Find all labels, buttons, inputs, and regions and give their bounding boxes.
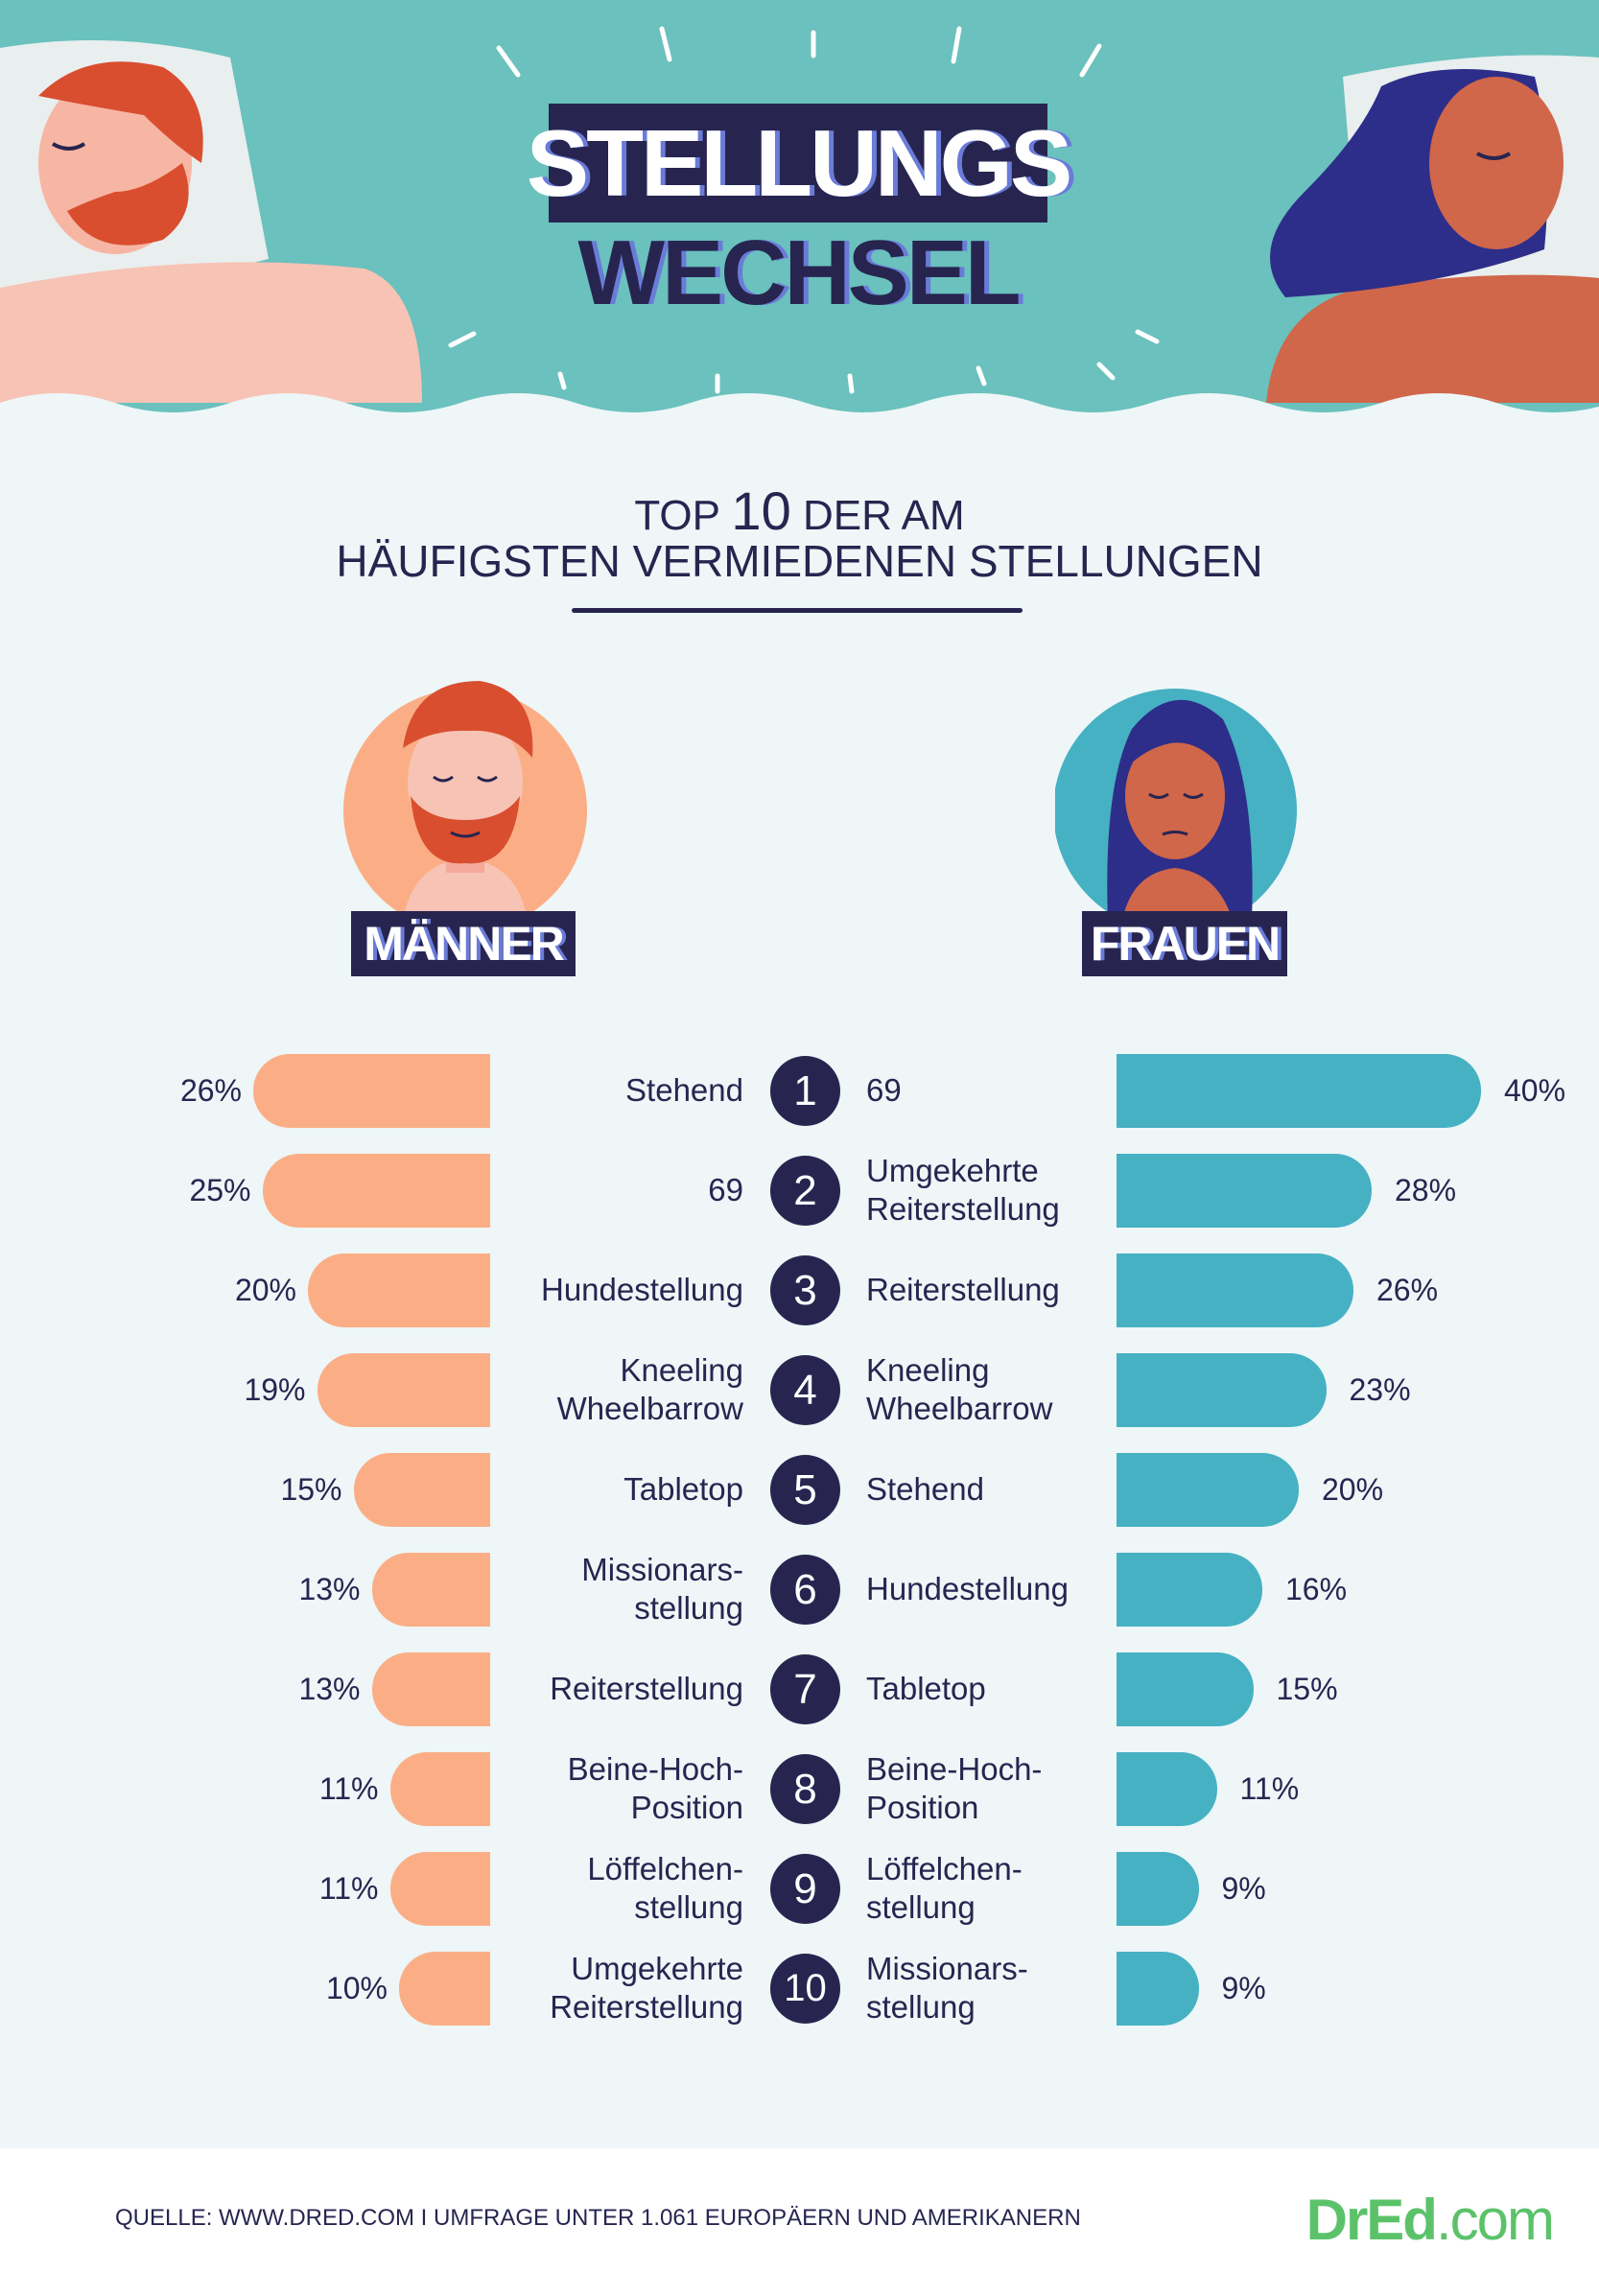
rank-badge: 2 bbox=[770, 1156, 840, 1226]
women-position-label: 69 bbox=[866, 1072, 902, 1108]
men-bar bbox=[317, 1353, 490, 1427]
title-line-2: WECHSEL bbox=[577, 222, 1022, 324]
women-bar bbox=[1117, 1652, 1254, 1726]
women-bar bbox=[1117, 1553, 1262, 1627]
men-bar bbox=[353, 1453, 490, 1527]
rank-badge: 1 bbox=[770, 1056, 840, 1126]
men-value-label: 19% bbox=[244, 1372, 306, 1407]
women-value-label: 11% bbox=[1239, 1771, 1300, 1806]
men-position-label: 69 bbox=[708, 1172, 743, 1207]
women-label: FRAUEN bbox=[1082, 911, 1287, 976]
men-value-label: 13% bbox=[298, 1672, 361, 1706]
women-position-label: Umgekehrte Reiterstellung bbox=[866, 1153, 1060, 1227]
logo-ext: .com bbox=[1435, 2188, 1555, 2252]
women-bar bbox=[1117, 1852, 1199, 1926]
men-value-label: 13% bbox=[298, 1572, 361, 1606]
rank-badge: 6 bbox=[770, 1555, 840, 1625]
subtitle-number: 10 bbox=[731, 480, 791, 541]
men-position-label: Kneeling Wheelbarrow bbox=[556, 1352, 743, 1426]
rank-badge: 7 bbox=[770, 1654, 840, 1724]
footer bbox=[0, 2148, 1599, 2296]
subtitle-pre: TOP bbox=[634, 492, 720, 539]
women-position-label: Tabletop bbox=[866, 1671, 986, 1706]
logo-main: DrEd bbox=[1305, 2188, 1438, 2252]
women-bar bbox=[1117, 1453, 1299, 1527]
women-bar bbox=[1117, 1752, 1217, 1826]
women-value-label: 9% bbox=[1221, 1871, 1266, 1906]
men-bar bbox=[371, 1553, 490, 1627]
rank-badge: 8 bbox=[770, 1754, 840, 1824]
men-bar bbox=[371, 1652, 490, 1726]
dred-logo: DrEd.com bbox=[1305, 2187, 1555, 2253]
men-value-label: 20% bbox=[234, 1273, 296, 1307]
men-label: MÄNNER bbox=[351, 911, 576, 976]
men-position-label: Tabletop bbox=[623, 1471, 743, 1507]
subtitle-underline bbox=[572, 608, 1023, 613]
women-value-label: 9% bbox=[1221, 1971, 1266, 2005]
men-value-label: 10% bbox=[325, 1971, 388, 2005]
hero-illustration: STELLUNGS WECHSEL bbox=[0, 0, 1599, 422]
rank-badge: 3 bbox=[770, 1255, 840, 1325]
women-position-label: Löffelchen-stellung bbox=[866, 1851, 1023, 1925]
subtitle-post: DER AM bbox=[802, 492, 965, 539]
women-bar bbox=[1117, 1253, 1353, 1327]
rank-badge: 10 bbox=[770, 1954, 840, 2024]
men-bar bbox=[262, 1154, 490, 1228]
women-position-label: Beine-Hoch- Position bbox=[866, 1751, 1043, 1825]
men-position-label: Hundestellung bbox=[541, 1272, 743, 1307]
women-value-label: 23% bbox=[1349, 1372, 1411, 1407]
men-position-label: Reiterstellung bbox=[550, 1671, 743, 1706]
men-value-label: 15% bbox=[280, 1472, 342, 1507]
women-value-label: 16% bbox=[1285, 1572, 1348, 1606]
women-position-label: Missionars-stellung bbox=[866, 1951, 1028, 2025]
men-bar bbox=[253, 1054, 490, 1128]
men-position-label: Beine-Hoch- Position bbox=[567, 1751, 743, 1825]
women-bar bbox=[1117, 1054, 1481, 1128]
women-position-label: Stehend bbox=[866, 1471, 984, 1507]
men-value-label: 11% bbox=[318, 1771, 379, 1806]
woman-avatar-icon bbox=[1055, 689, 1297, 921]
title-line-1: STELLUNGS bbox=[526, 110, 1072, 216]
men-value-label: 25% bbox=[189, 1173, 251, 1207]
women-bar bbox=[1117, 1952, 1199, 2026]
women-value-label: 20% bbox=[1322, 1472, 1384, 1507]
men-position-label: Löffelchen-stellung bbox=[587, 1851, 743, 1925]
women-value-label: 15% bbox=[1276, 1672, 1338, 1706]
men-bar bbox=[308, 1253, 490, 1327]
men-bar bbox=[399, 1952, 490, 2026]
men-bar bbox=[389, 1852, 490, 1926]
title-box: STELLUNGS bbox=[527, 104, 1072, 223]
women-position-label: Hundestellung bbox=[866, 1571, 1069, 1606]
men-position-label: Umgekehrte Reiterstellung bbox=[550, 1951, 743, 2025]
women-position-label: Kneeling Wheelbarrow bbox=[866, 1352, 1053, 1426]
men-position-label: Missionars-stellung bbox=[581, 1552, 743, 1626]
rank-badge: 4 bbox=[770, 1355, 840, 1425]
men-position-label: Stehend bbox=[625, 1072, 743, 1108]
subtitle-line-2: HÄUFIGSTEN VERMIEDENEN STELLUNGEN bbox=[336, 536, 1263, 586]
rank-badge: 5 bbox=[770, 1455, 840, 1525]
subtitle-line-1: TOP 10 DER AM bbox=[0, 480, 1599, 542]
source-text: QUELLE: WWW.DRED.COM I UMFRAGE UNTER 1.0… bbox=[115, 2205, 1081, 2231]
women-bar bbox=[1117, 1154, 1372, 1228]
bedroom-illustration bbox=[0, 0, 1599, 422]
men-bar bbox=[389, 1752, 490, 1826]
women-value-label: 40% bbox=[1504, 1073, 1566, 1108]
rank-badge: 9 bbox=[770, 1854, 840, 1924]
women-bar bbox=[1117, 1353, 1327, 1427]
men-value-label: 11% bbox=[318, 1871, 379, 1906]
women-value-label: 26% bbox=[1376, 1273, 1439, 1307]
women-value-label: 28% bbox=[1395, 1173, 1457, 1207]
man-avatar-icon bbox=[343, 681, 587, 921]
men-value-label: 26% bbox=[179, 1073, 242, 1108]
women-position-label: Reiterstellung bbox=[866, 1272, 1060, 1307]
